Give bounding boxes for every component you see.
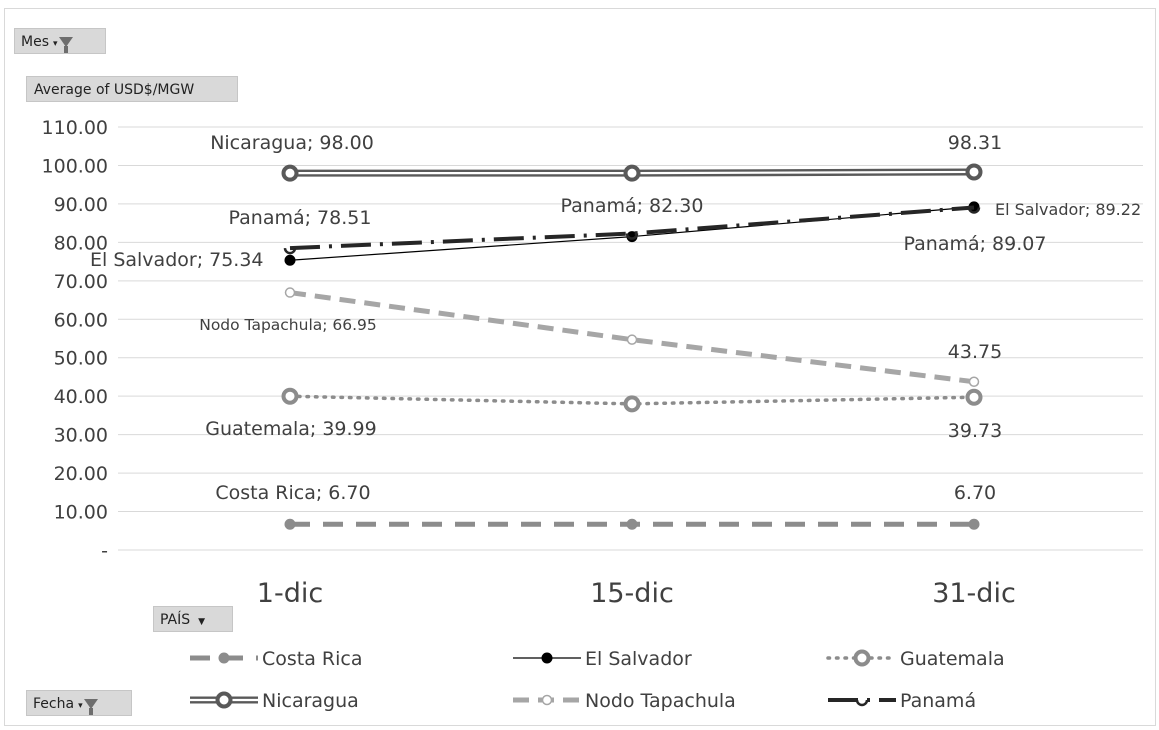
legend-label-guatemala: Guatemala bbox=[900, 648, 1005, 670]
pais-filter-label: PAÍS bbox=[160, 612, 191, 628]
legend-item-panam-: Panamá bbox=[828, 690, 976, 712]
legend-label-panam-: Panamá bbox=[900, 690, 976, 712]
legend-label-nodo-tapachula: Nodo Tapachula bbox=[585, 690, 736, 712]
data-labels: Nicaragua; 98.00 98.31 Panamá; 78.51 Panamá… bbox=[90, 132, 1141, 504]
series-line-panam- bbox=[289, 205, 975, 251]
legend-marker-costa-rica bbox=[218, 652, 230, 664]
series-line-nodo-tapachula bbox=[289, 290, 975, 385]
mes-filter-button[interactable]: Mes ▾ bbox=[14, 28, 106, 54]
legend-item-el-salvador: El Salvador bbox=[513, 648, 692, 670]
series-panam- bbox=[283, 205, 981, 255]
legend-item-nicaragua: Nicaragua bbox=[190, 690, 359, 712]
filter-funnel-icon bbox=[83, 699, 98, 715]
data-point-costa-rica bbox=[284, 518, 296, 530]
legend: Costa Rica El Salvador Guatemala Nicaragua N… bbox=[190, 648, 1005, 712]
y-tick-label: 10.00 bbox=[54, 502, 108, 524]
x-tick-label: 31-dic bbox=[932, 578, 1016, 609]
data-point-nicaragua bbox=[281, 164, 299, 182]
y-tick-label: - bbox=[101, 540, 108, 562]
data-label: 39.73 bbox=[948, 420, 1002, 442]
data-point-guatemala bbox=[965, 388, 983, 406]
y-tick-label: 20.00 bbox=[54, 463, 108, 485]
data-point-panam- bbox=[625, 233, 639, 240]
data-label: Panamá; 82.30 bbox=[561, 195, 704, 217]
data-label: 98.31 bbox=[948, 132, 1002, 154]
data-label: Panamá; 78.51 bbox=[229, 207, 372, 229]
dropdown-arrow-icon: ▾ bbox=[78, 701, 83, 711]
y-tick-label: 50.00 bbox=[54, 348, 108, 370]
x-axis-labels: 1-dic 15-dic 31-dic bbox=[257, 578, 1016, 609]
legend-marker-panam- bbox=[855, 699, 869, 707]
y-tick-label: 30.00 bbox=[54, 425, 108, 447]
y-tick-label: 100.00 bbox=[42, 155, 108, 177]
y-tick-label: 110.00 bbox=[42, 117, 108, 139]
legend-item-costa-rica: Costa Rica bbox=[190, 648, 363, 670]
data-point-panam- bbox=[283, 247, 297, 255]
legend-marker-nicaragua bbox=[215, 691, 233, 709]
mes-filter-label: Mes bbox=[21, 34, 49, 50]
series-costa-rica bbox=[284, 518, 980, 530]
y-axis-labels: - 10.00 20.00 30.00 40.00 50.00 60.00 70.00 80.0… bbox=[42, 117, 108, 562]
dropdown-arrow-icon: ▼ bbox=[198, 617, 206, 627]
data-label: El Salvador; 89.22 bbox=[995, 200, 1141, 219]
legend-marker-el-salvador bbox=[541, 652, 553, 664]
data-point-nodo-tapachula bbox=[968, 376, 980, 388]
y-tick-label: 70.00 bbox=[54, 271, 108, 293]
data-label: Nicaragua; 98.00 bbox=[210, 132, 374, 154]
x-tick-label: 15-dic bbox=[590, 578, 674, 609]
data-point-nicaragua bbox=[623, 164, 641, 182]
y-tick-label: 60.00 bbox=[54, 309, 108, 331]
data-label: Costa Rica; 6.70 bbox=[215, 482, 370, 504]
dropdown-arrow-icon: ▾ bbox=[53, 39, 58, 49]
data-point-guatemala bbox=[281, 387, 299, 405]
legend-item-guatemala: Guatemala bbox=[826, 648, 1005, 670]
data-point-nodo-tapachula bbox=[284, 287, 296, 298]
data-label: 43.75 bbox=[948, 341, 1002, 363]
fecha-filter-label: Fecha bbox=[33, 696, 75, 712]
legend-item-nodo-tapachula: Nodo Tapachula bbox=[513, 690, 736, 712]
data-label: El Salvador; 75.34 bbox=[90, 249, 264, 271]
legend-marker-guatemala bbox=[853, 649, 871, 667]
series-lines bbox=[281, 163, 983, 530]
x-tick-label: 1-dic bbox=[257, 578, 323, 609]
data-point-el-salvador bbox=[284, 254, 296, 266]
series-nodo-tapachula bbox=[284, 287, 980, 388]
data-point-costa-rica bbox=[968, 518, 980, 530]
value-field-label: Average of USD$/MGW bbox=[34, 82, 195, 98]
filter-funnel-icon bbox=[58, 37, 73, 53]
legend-label-costa-rica: Costa Rica bbox=[262, 648, 363, 670]
data-point-panam- bbox=[967, 207, 981, 214]
series-guatemala bbox=[281, 387, 983, 413]
pais-filter-button[interactable]: PAÍS ▼ bbox=[153, 606, 233, 632]
fecha-filter-button[interactable]: Fecha ▾ bbox=[26, 690, 132, 716]
series-nicaragua bbox=[281, 163, 983, 182]
data-point-nicaragua bbox=[965, 163, 983, 181]
legend-label-nicaragua: Nicaragua bbox=[262, 690, 359, 712]
data-point-guatemala bbox=[623, 395, 641, 413]
data-point-nodo-tapachula bbox=[626, 334, 638, 345]
legend-marker-nodo-tapachula bbox=[541, 694, 553, 706]
gridlines bbox=[118, 126, 1143, 551]
data-label: 6.70 bbox=[954, 482, 996, 504]
value-field-button[interactable]: Average of USD$/MGW bbox=[26, 76, 238, 102]
legend-label-el-salvador: El Salvador bbox=[585, 648, 692, 670]
y-tick-label: 40.00 bbox=[54, 386, 108, 408]
data-point-costa-rica bbox=[626, 518, 638, 530]
data-label: Guatemala; 39.99 bbox=[205, 418, 376, 440]
data-label: Panamá; 89.07 bbox=[904, 233, 1047, 255]
y-tick-label: 80.00 bbox=[54, 232, 108, 254]
y-tick-label: 90.00 bbox=[54, 194, 108, 216]
data-label: Nodo Tapachula; 66.95 bbox=[199, 316, 377, 334]
